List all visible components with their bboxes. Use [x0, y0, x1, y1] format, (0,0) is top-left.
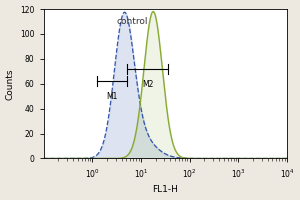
Y-axis label: Counts: Counts: [6, 68, 15, 100]
Text: M1: M1: [106, 92, 118, 101]
Text: M2: M2: [142, 80, 153, 89]
Text: control: control: [117, 17, 148, 26]
X-axis label: FL1-H: FL1-H: [152, 185, 178, 194]
